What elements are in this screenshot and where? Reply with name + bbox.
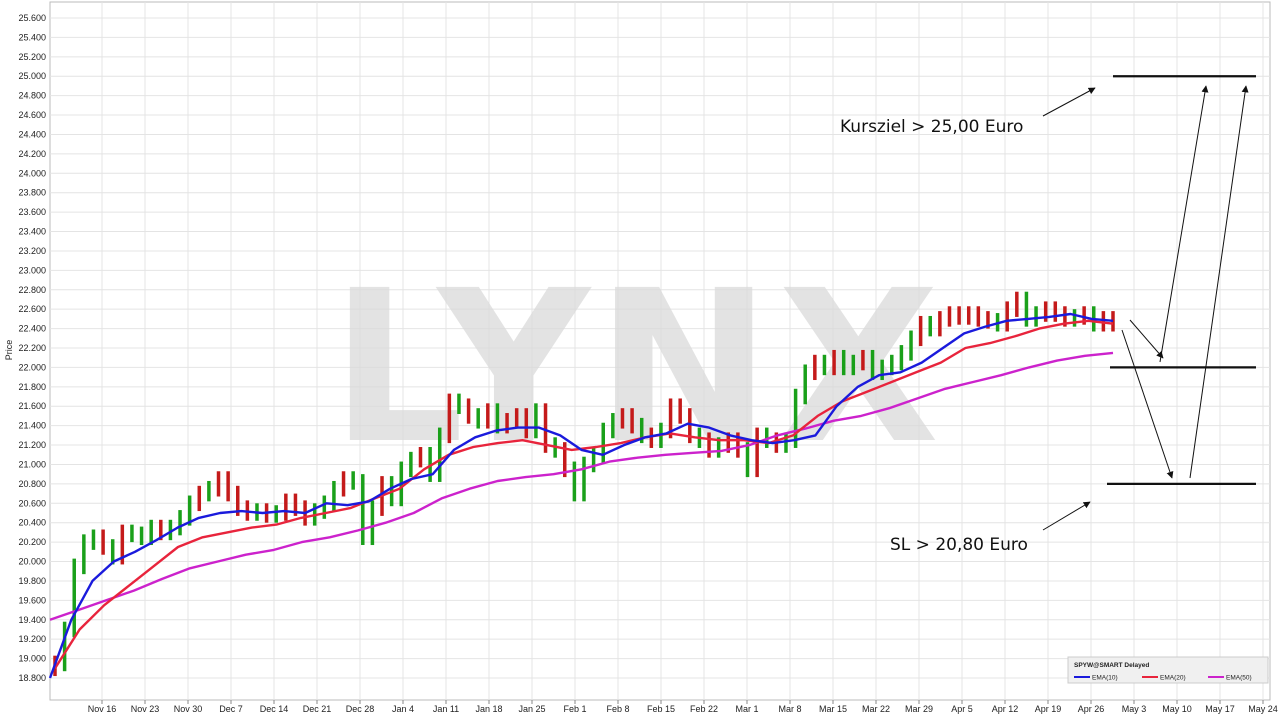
ema10-line bbox=[48, 312, 1114, 679]
x-tick-label: Feb 8 bbox=[606, 704, 629, 714]
annotation-arrow bbox=[1121, 329, 1174, 479]
ema50-line bbox=[49, 351, 1114, 621]
x-tick-label: Feb 1 bbox=[563, 704, 586, 714]
y-tick-label: 24.600 bbox=[18, 110, 46, 120]
y-tick-label: 24.000 bbox=[18, 168, 46, 178]
x-tick-label: Nov 30 bbox=[174, 704, 203, 714]
y-tick-label: 22.200 bbox=[18, 343, 46, 353]
y-tick-label: 22.400 bbox=[18, 324, 46, 334]
y-tick-label: 21.000 bbox=[18, 459, 46, 469]
x-axis: Nov 16 Nov 23 Nov 30 Dec 7 Dec 14 Dec 21 Dec 2… bbox=[88, 700, 1278, 714]
y-tick-label: 21.200 bbox=[18, 440, 46, 450]
x-tick-label: May 3 bbox=[1122, 704, 1147, 714]
y-tick-label: 25.600 bbox=[18, 13, 46, 23]
annotations: Kursziel > 25,00 Euro SL > 20,80 Euro bbox=[840, 75, 1256, 555]
y-tick-label: 22.800 bbox=[18, 285, 46, 295]
x-tick-label: Mar 29 bbox=[905, 704, 933, 714]
x-tick-label: Dec 21 bbox=[303, 704, 332, 714]
y-tick-label: 25.400 bbox=[18, 32, 46, 42]
y-tick-label: 22.600 bbox=[18, 304, 46, 314]
x-tick-label: May 17 bbox=[1205, 704, 1235, 714]
x-tick-label: May 10 bbox=[1162, 704, 1192, 714]
watermark-lynx: LYNX bbox=[331, 245, 946, 490]
y-tick-label: 19.400 bbox=[18, 615, 46, 625]
x-tick-label: Nov 23 bbox=[131, 704, 160, 714]
stoploss-annotation: SL > 20,80 Euro bbox=[890, 535, 1028, 555]
x-tick-label: Jan 11 bbox=[433, 704, 459, 714]
y-tick-label: 20.000 bbox=[18, 557, 46, 567]
x-tick-label: Feb 22 bbox=[690, 704, 718, 714]
x-tick-label: Jan 4 bbox=[392, 704, 414, 714]
annotation-arrow bbox=[1042, 87, 1096, 117]
y-tick-label: 24.800 bbox=[18, 91, 46, 101]
annotation-arrow bbox=[1129, 319, 1164, 359]
y-tick-label: 19.600 bbox=[18, 595, 46, 605]
y-axis: 18.800 19.000 19.200 19.400 19.600 19.800 20.0… bbox=[18, 13, 46, 683]
y-axis-label: Price bbox=[4, 340, 14, 361]
y-tick-label: 25.200 bbox=[18, 52, 46, 62]
target-annotation: Kursziel > 25,00 Euro bbox=[840, 117, 1023, 137]
y-tick-label: 23.000 bbox=[18, 265, 46, 275]
legend-title: SPYW@SMART Delayed bbox=[1074, 662, 1149, 669]
annotation-arrow bbox=[1159, 85, 1209, 363]
y-tick-label: 23.800 bbox=[18, 188, 46, 198]
y-tick-label: 20.400 bbox=[18, 518, 46, 528]
y-tick-label: 25.000 bbox=[18, 71, 46, 81]
y-tick-label: 21.400 bbox=[18, 421, 46, 431]
grid bbox=[49, 1, 1271, 701]
annotation-arrow bbox=[1189, 85, 1249, 479]
legend-entry: EMA(50) bbox=[1226, 675, 1252, 682]
x-tick-label: Nov 16 bbox=[88, 704, 117, 714]
y-tick-label: 21.800 bbox=[18, 382, 46, 392]
y-tick-label: 24.200 bbox=[18, 149, 46, 159]
x-tick-label: Mar 15 bbox=[819, 704, 847, 714]
legend-entry: EMA(10) bbox=[1092, 675, 1118, 682]
y-tick-label: 23.200 bbox=[18, 246, 46, 256]
x-tick-label: Apr 26 bbox=[1078, 704, 1105, 714]
x-tick-label: Jan 25 bbox=[518, 704, 545, 714]
y-tick-label: 23.400 bbox=[18, 227, 46, 237]
y-tick-label: 19.200 bbox=[18, 634, 46, 644]
y-tick-label: 20.800 bbox=[18, 479, 46, 489]
y-tick-label: 21.600 bbox=[18, 401, 46, 411]
y-tick-label: 20.200 bbox=[18, 537, 46, 547]
y-tick-label: 22.000 bbox=[18, 362, 46, 372]
y-tick-label: 18.800 bbox=[18, 673, 46, 683]
x-tick-label: May 24 bbox=[1248, 704, 1278, 714]
legend-box bbox=[1067, 656, 1269, 684]
x-tick-label: Dec 14 bbox=[260, 704, 289, 714]
x-tick-label: Apr 5 bbox=[951, 704, 973, 714]
legend-entry: EMA(20) bbox=[1160, 675, 1186, 682]
x-tick-label: Dec 28 bbox=[346, 704, 375, 714]
annotation-arrow bbox=[1042, 501, 1091, 531]
y-tick-label: 23.600 bbox=[18, 207, 46, 217]
ema-lines bbox=[48, 312, 1114, 679]
x-tick-label: Mar 1 bbox=[735, 704, 758, 714]
x-tick-label: Apr 12 bbox=[992, 704, 1019, 714]
x-tick-label: Apr 19 bbox=[1035, 704, 1062, 714]
x-tick-label: Jan 18 bbox=[475, 704, 502, 714]
y-tick-label: 19.800 bbox=[18, 576, 46, 586]
x-tick-label: Feb 15 bbox=[647, 704, 675, 714]
watermark-text: LYNX bbox=[331, 245, 946, 490]
ema20-line bbox=[53, 319, 1114, 669]
x-tick-label: Mar 22 bbox=[862, 704, 890, 714]
x-tick-label: Mar 8 bbox=[778, 704, 801, 714]
y-tick-label: 24.400 bbox=[18, 129, 46, 139]
x-tick-label: Dec 7 bbox=[219, 704, 243, 714]
legend: SPYW@SMART Delayed EMA(10) EMA(20) EMA(50) bbox=[1067, 656, 1269, 684]
y-tick-label: 19.000 bbox=[18, 654, 46, 664]
y-tick-label: 20.600 bbox=[18, 498, 46, 508]
